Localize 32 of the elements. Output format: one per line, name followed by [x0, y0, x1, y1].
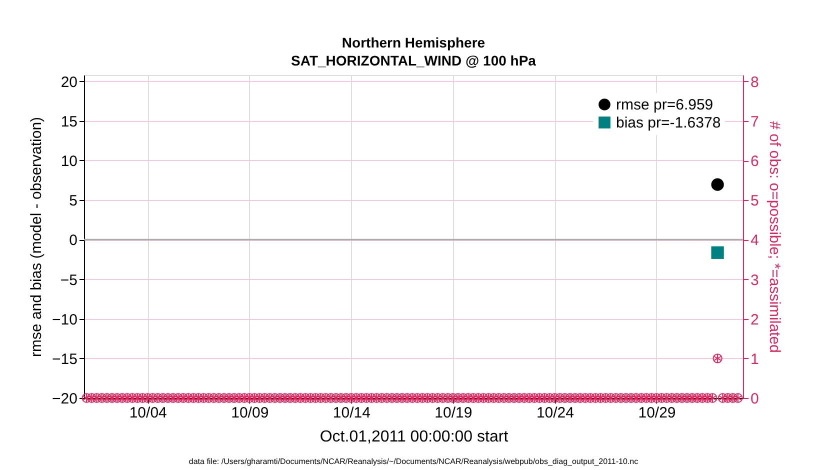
- chart-title: Northern Hemisphere: [342, 34, 486, 50]
- y-tick-label: −15: [52, 350, 78, 368]
- y2-tick-label: 5: [750, 192, 759, 210]
- y-tick-label: −10: [52, 311, 78, 328]
- legend-label: rmse pr=6.959: [616, 96, 714, 114]
- y-tick-label: 5: [69, 192, 78, 210]
- y2-tick-label: 0: [750, 390, 759, 408]
- y-tick-label: −20: [52, 390, 78, 408]
- y-tick-label: 20: [60, 74, 78, 91]
- y-tick-label: 0: [69, 232, 78, 250]
- text: data file: /Users/gharamti/Documents/NCAR/Reanalysis/~/Documents/NCAR/Reanalysis/webpub/obs_diag_output_2011-10.nc: [188, 457, 638, 466]
- x-tick-label: 10/09: [231, 404, 269, 422]
- y2-tick-label: 3: [750, 272, 759, 289]
- y2-tick-label: 2: [750, 311, 759, 328]
- y-tick-label: −5: [60, 272, 78, 289]
- y2-tick-label: 1: [750, 350, 759, 368]
- y2-tick-label: 6: [750, 153, 759, 170]
- y-axis-title: rmse and bias (model - observation): [28, 116, 46, 358]
- x-tick-label: 10/29: [638, 404, 676, 422]
- x-tick-label: 10/24: [536, 404, 574, 422]
- y2-tick-label: 8: [750, 74, 759, 91]
- x-tick-label: 10/19: [434, 404, 472, 422]
- y2-tick-label: 4: [750, 232, 759, 250]
- legend-label: bias pr=-1.6378: [616, 114, 721, 132]
- y-tick-label: 15: [60, 113, 78, 130]
- x-tick-label: 10/04: [129, 404, 167, 422]
- y2-tick-label: 7: [750, 113, 759, 130]
- x-axis-title: Oct.01,2011 00:00:00 start: [320, 428, 509, 446]
- chart-subtitle: SAT_HORIZONTAL_WIND @ 100 hPa: [291, 52, 536, 68]
- x-tick-label: 10/14: [332, 404, 370, 422]
- y-tick-label: 10: [60, 153, 78, 170]
- y2-axis-title: # of obs: o=possible; *=assimilated: [766, 121, 783, 353]
